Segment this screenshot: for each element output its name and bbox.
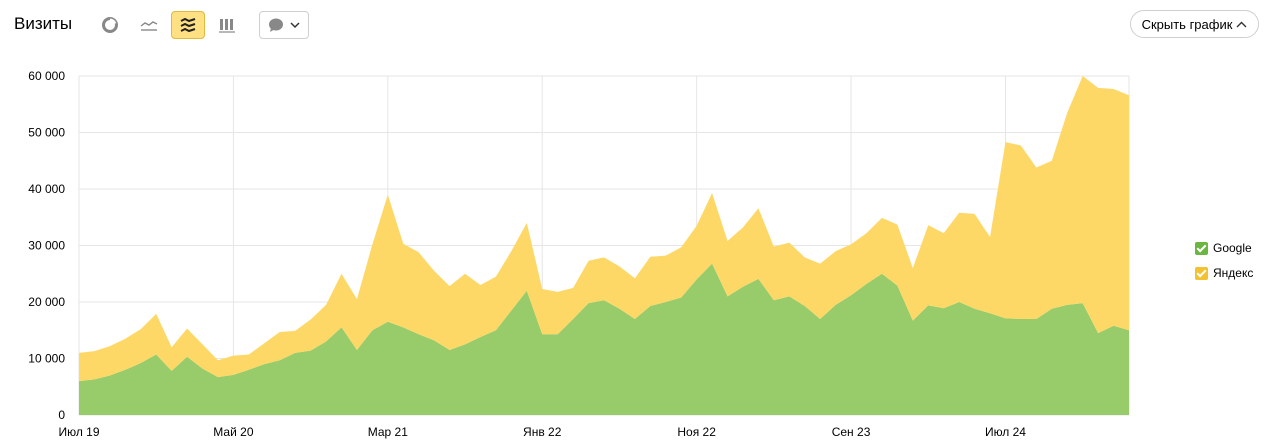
stacked-area-icon bbox=[180, 17, 196, 33]
bar-chart-button[interactable] bbox=[210, 11, 244, 39]
x-tick-label: Сен 23 bbox=[832, 425, 871, 439]
legend-item-yandex[interactable]: Яндекс bbox=[1195, 264, 1253, 282]
y-tick-label: 0 bbox=[58, 408, 65, 422]
legend-label: Яндекс bbox=[1213, 266, 1254, 280]
x-tick-label: Ноя 22 bbox=[677, 425, 716, 439]
y-tick-label: 30 000 bbox=[28, 239, 65, 253]
checkbox-checked-icon[interactable] bbox=[1195, 266, 1208, 280]
checkbox-checked-icon[interactable] bbox=[1195, 241, 1208, 255]
page-title: Визиты bbox=[14, 14, 73, 33]
y-tick-label: 50 000 bbox=[28, 126, 65, 140]
y-tick-label: 40 000 bbox=[28, 182, 65, 196]
line-chart-icon bbox=[140, 21, 158, 31]
pie-chart-button[interactable] bbox=[93, 11, 127, 39]
chevron-up-icon bbox=[1236, 21, 1247, 27]
speech-bubble-icon bbox=[269, 18, 283, 32]
area-series-yandex bbox=[79, 76, 1129, 382]
hide-chart-button[interactable]: Скрыть график bbox=[1130, 10, 1259, 38]
pie-chart-icon bbox=[102, 17, 118, 33]
hide-chart-label: Скрыть график bbox=[1141, 16, 1233, 32]
legend-item-google[interactable]: Google bbox=[1195, 239, 1253, 257]
x-tick-label: Янв 22 bbox=[523, 425, 562, 439]
y-tick-label: 60 000 bbox=[28, 69, 65, 83]
y-tick-label: 20 000 bbox=[28, 295, 65, 309]
y-tick-label: 10 000 bbox=[28, 352, 65, 366]
x-tick-label: Июл 19 bbox=[58, 425, 99, 439]
annotations-dropdown[interactable] bbox=[259, 11, 309, 39]
line-chart-button[interactable] bbox=[132, 11, 166, 39]
stacked-area-button[interactable] bbox=[171, 11, 205, 39]
bar-chart-icon bbox=[219, 19, 235, 33]
x-tick-label: Июл 24 bbox=[985, 425, 1026, 439]
chart-legend: Google Яндекс bbox=[1195, 239, 1253, 289]
x-tick-label: Мар 21 bbox=[368, 425, 408, 439]
x-tick-label: Май 20 bbox=[213, 425, 254, 439]
area-series-google bbox=[79, 263, 1129, 415]
legend-label: Google bbox=[1213, 241, 1252, 255]
chevron-down-icon bbox=[290, 21, 300, 28]
